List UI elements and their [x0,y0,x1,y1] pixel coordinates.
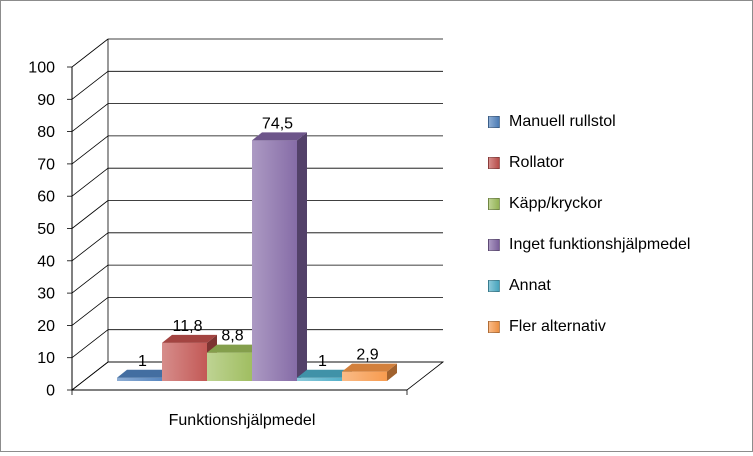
bar-side [297,132,307,381]
gridline-side [71,70,109,100]
legend-item: Manuell rullstol [488,113,616,131]
legend-swatch [488,198,500,210]
legend-label: Fler alternativ [509,318,606,335]
gridline-side [71,103,109,132]
data-labels: 1 11,8 8,8 74,5 1 2,9 [138,115,379,369]
bars [117,132,397,381]
bar [342,363,397,381]
gridline-side [71,232,109,262]
y-tick-label: 10 [37,350,55,367]
legend-label: Käpp/kryckor [509,195,603,212]
bar-side [387,363,397,381]
legend-label: Inget funktionshjälpmedel [509,236,691,253]
gridline-side [71,167,109,197]
bar-front [252,140,297,381]
legend-swatch [488,116,500,128]
y-tick-label: 50 [37,221,55,238]
y-tick-label: 70 [37,156,55,173]
legend-swatch [488,280,500,292]
gridline-side [71,329,109,359]
bar-top [117,369,172,378]
gridline-side [71,297,109,326]
bar-top [162,334,217,343]
y-tick-label: 80 [37,124,55,141]
y-tick-label: 40 [37,253,55,270]
bar-front [207,352,252,381]
bar-top [297,369,352,378]
gridline-side [71,135,109,165]
legend-item: Käpp/kryckor [488,195,602,213]
bar-top [252,132,307,141]
data-label: 2,9 [356,347,378,364]
legend-item: Rollator [488,154,564,172]
axes [67,66,408,395]
x-axis-label: Funktionshjälpmedel [169,412,316,429]
legend-swatch [488,157,500,169]
legend-label: Annat [509,277,551,294]
data-label: 74,5 [262,115,293,132]
y-tick-label: 30 [37,286,55,303]
bar-front [162,342,207,381]
legend-label: Manuell rullstol [509,113,616,130]
y-tick-label: 60 [37,189,55,206]
legend-swatch [488,239,500,251]
bar-top [342,363,397,372]
gridline-side [71,200,109,229]
legend-item: Fler alternativ [488,318,606,336]
legend-label: Rollator [509,154,565,171]
data-label: 8,8 [221,328,243,345]
y-tick-label: 100 [28,60,55,77]
gridline-side [71,361,109,391]
gridline-side [71,264,109,294]
bar-top [207,344,262,353]
gridline-side [71,38,109,68]
y-tick-labels: 0 10 20 30 40 50 60 70 80 90 100 [28,60,55,400]
legend-swatch [488,321,500,333]
y-tick-label: 90 [37,92,55,109]
bar-front [297,377,342,381]
data-label: 11,8 [173,318,203,335]
y-tick-label: 20 [37,318,55,335]
legend-item: Inget funktionshjälpmedel [488,236,690,254]
legend-item: Annat [488,277,551,295]
data-label: 1 [138,353,147,370]
bar [252,132,307,381]
bar-front [342,371,387,381]
y-tick-label: 0 [46,383,55,400]
data-label: 1 [318,353,327,370]
bar-front [117,377,162,381]
